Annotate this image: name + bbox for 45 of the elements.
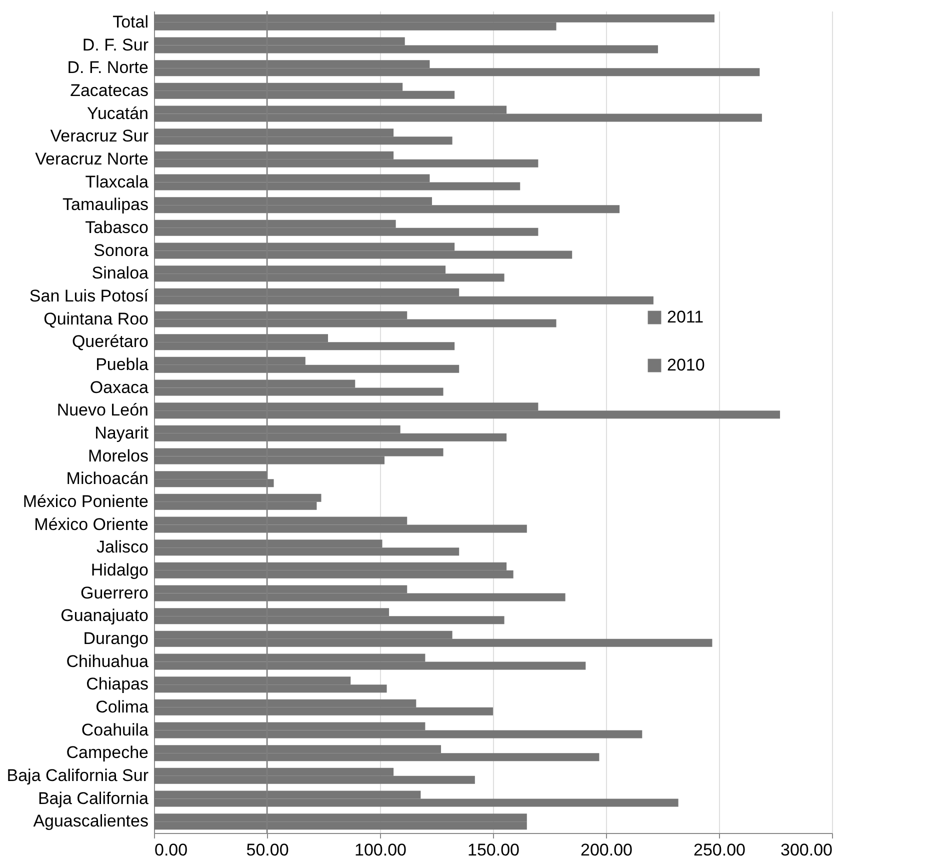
y-tick-label: Michoacán xyxy=(66,469,148,488)
y-tick-label: Zacatecas xyxy=(70,80,148,100)
y-tick-label: Morelos xyxy=(88,446,148,466)
y-tick-label: Sinaloa xyxy=(92,264,150,283)
legend-label: 2011 xyxy=(667,308,704,326)
y-tick-label: Total xyxy=(112,12,148,32)
y-tick-label: Chiapas xyxy=(86,674,148,694)
y-tick-label: Oaxaca xyxy=(90,378,150,397)
y-tick-label: Guanajuato xyxy=(60,606,148,626)
x-tick-label: 250.00 xyxy=(694,840,746,859)
y-tick-label: Chihuahua xyxy=(66,652,150,671)
y-tick-label: México Oriente xyxy=(34,514,148,534)
y-tick-label: México Poniente xyxy=(22,492,148,511)
y-tick-label: Aguascalientes xyxy=(33,812,148,831)
x-tick-label: 0.00 xyxy=(154,840,188,859)
y-tick-label: Sonora xyxy=(94,240,150,260)
y-tick-label: D. F. Norte xyxy=(67,58,148,78)
y-tick-label: Tlaxcala xyxy=(85,172,150,192)
y-tick-label: Yucatán xyxy=(87,104,148,123)
y-tick-label: Colima xyxy=(96,697,150,716)
y-tick-label: Campeche xyxy=(66,743,148,762)
x-tick-label: 300.00 xyxy=(780,840,832,859)
y-tick-label: Baja California xyxy=(38,788,150,808)
x-tick-label: 200.00 xyxy=(580,840,632,859)
y-tick-label: Coahuila xyxy=(81,720,150,740)
y-tick-label: Baja California Sur xyxy=(6,766,149,785)
x-tick-label: 100.00 xyxy=(354,840,406,859)
y-tick-label: Quintana Roo xyxy=(44,309,148,328)
y-tick-label: Veracruz Norte xyxy=(35,149,148,168)
y-tick-label: Querétaro xyxy=(72,332,148,352)
y-tick-label: Tamaulipas xyxy=(62,195,148,214)
y-tick-label: Jalisco xyxy=(96,538,148,557)
x-tick-label: 150.00 xyxy=(468,840,520,859)
legend-label: 2010 xyxy=(667,356,705,374)
y-tick-label: Durango xyxy=(83,628,148,648)
y-tick-label: Hidalgo xyxy=(90,560,148,580)
y-tick-label: San Luis Potosí xyxy=(29,286,149,306)
y-tick-label: Puebla xyxy=(96,354,150,374)
x-tick-label: 50.00 xyxy=(246,840,289,859)
y-tick-label: Nayarit xyxy=(94,423,149,442)
y-tick-label: D. F. Sur xyxy=(82,35,149,54)
y-tick-label: Tabasco xyxy=(85,218,148,237)
y-tick-label: Nuevo León xyxy=(56,400,148,420)
y-tick-label: Guerrero xyxy=(80,583,148,602)
y-tick-label: Veracruz Sur xyxy=(50,126,149,146)
